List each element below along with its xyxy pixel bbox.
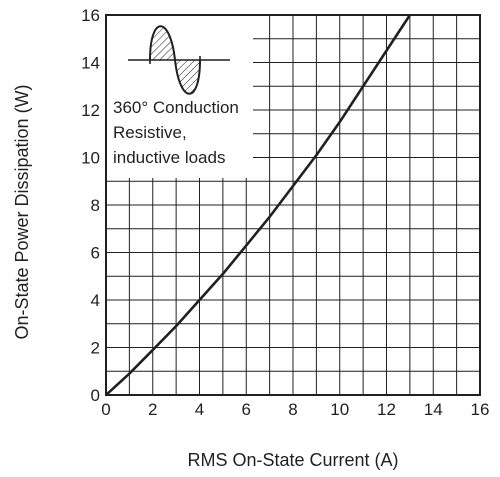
y-tick-label: 8 [91, 196, 100, 215]
x-tick-label: 8 [288, 400, 297, 419]
x-tick-label: 12 [377, 400, 396, 419]
y-tick-label: 2 [91, 339, 100, 358]
x-tick-label: 10 [330, 400, 349, 419]
x-tick-label: 2 [148, 400, 157, 419]
annotation-line-2: Resistive, [113, 123, 187, 142]
y-tick-label: 4 [91, 291, 100, 310]
annotation-line-1: 360° Conduction [113, 98, 239, 117]
annotation-background [107, 16, 253, 178]
y-axis-title: On-State Power Dissipation (W) [12, 84, 32, 339]
sine-wave-conduction-icon [128, 25, 230, 95]
plot-frame [105, 14, 481, 396]
y-tick-label: 16 [81, 6, 100, 25]
x-tick-label: 0 [101, 400, 110, 419]
annotation-box: 360° Conduction Resistive, inductive loa… [107, 16, 253, 178]
y-tick-label: 12 [81, 101, 100, 120]
y-tick-label: 0 [91, 386, 100, 405]
y-tick-labels: 0 2 4 6 8 10 12 14 16 [81, 6, 100, 405]
series-group [106, 15, 412, 395]
y-tick-label: 6 [91, 244, 100, 263]
x-tick-label: 6 [242, 400, 251, 419]
x-tick-labels: 0 2 4 6 8 10 12 14 16 [101, 400, 489, 419]
y-tick-label: 14 [81, 54, 100, 73]
series-line-1 [106, 15, 412, 395]
y-tick-label: 10 [81, 149, 100, 168]
x-tick-label: 16 [471, 400, 490, 419]
x-tick-label: 4 [195, 400, 204, 419]
annotation-line-3: inductive loads [113, 148, 225, 167]
x-tick-label: 14 [424, 400, 443, 419]
x-axis-title: RMS On-State Current (A) [187, 450, 398, 470]
